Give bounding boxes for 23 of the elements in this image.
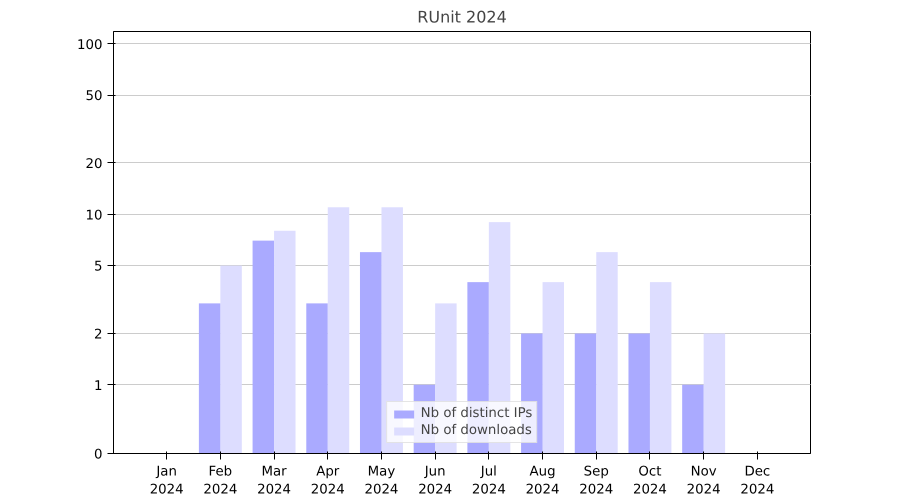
x-tick-label: Sep 2024 [579,464,614,498]
x-tick-label: Jan 2024 [150,464,184,498]
x-tick-label: May 2024 [364,464,398,498]
y-tick-label: 2 [94,327,103,342]
x-tick-label: Apr 2024 [310,464,345,498]
y-tick-label: 0 [94,448,103,462]
x-tick-label: Nov 2024 [686,464,721,498]
x-tick-label: Jun 2024 [418,464,452,498]
chart-title: RUnit 2024 [417,8,507,26]
legend-label: Nb of downloads [420,423,532,438]
x-tick-label: Mar 2024 [257,464,292,498]
y-tick-label: 100 [77,38,103,53]
y-tick-label: 5 [94,260,103,275]
x-tick-label: Dec 2024 [740,464,774,498]
legend-label: Nb of distinct IPs [420,406,532,421]
x-tick-label: Aug 2024 [526,464,560,498]
x-tick-label: Oct 2024 [632,464,667,498]
x-tick-label: Feb 2024 [203,464,238,498]
y-tick-label: 1 [94,378,103,394]
x-tick-label: Jul 2024 [472,464,506,498]
y-tick-label: 20 [86,156,103,172]
y-tick-label: 10 [86,208,103,224]
y-tick-label: 50 [86,89,103,104]
